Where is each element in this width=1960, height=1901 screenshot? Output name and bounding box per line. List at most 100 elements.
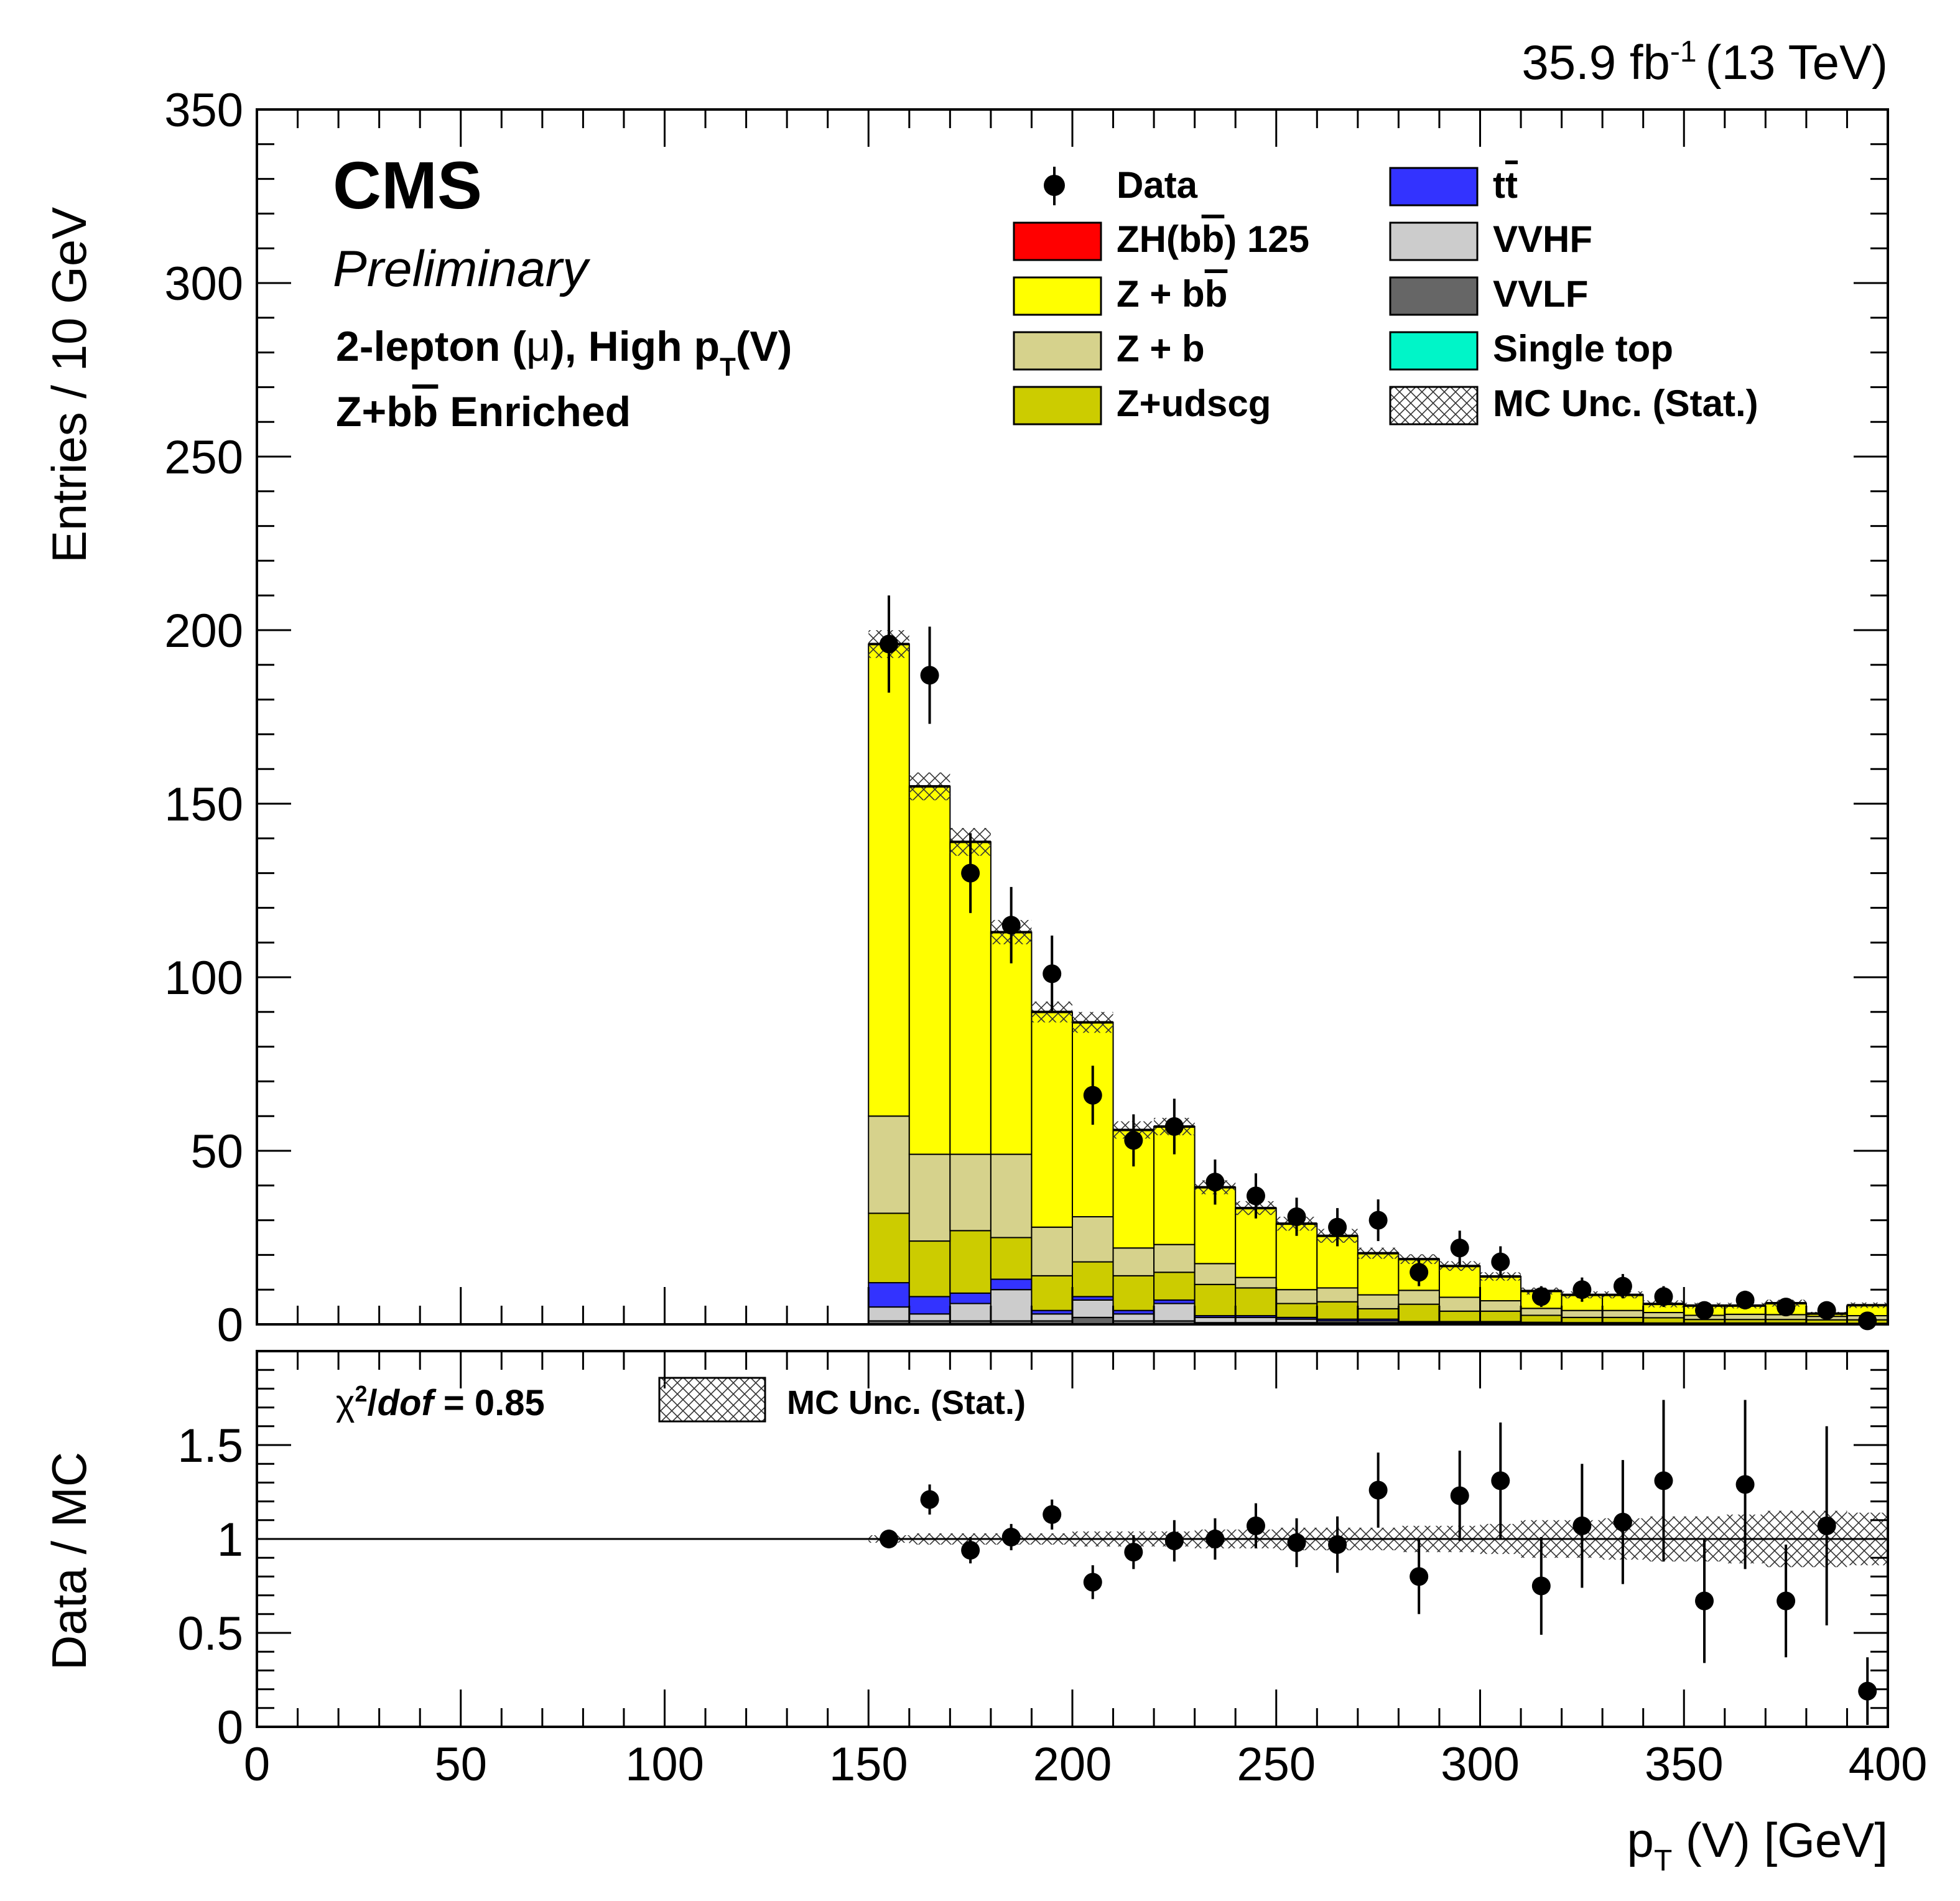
stack-bar-vvhf-4 (1031, 1313, 1073, 1322)
svg-text:Z + b: Z + b (1117, 328, 1205, 370)
legend-item-zudscg: Z+udscg (1013, 383, 1271, 425)
category-label: 2-lepton (μ), High pT(V) (336, 323, 792, 381)
svg-text:tt: tt (1493, 164, 1518, 206)
stack-bar-vvhf-1 (908, 1313, 951, 1322)
data-point-3 (1001, 916, 1021, 935)
stack-bar-tt--1 (908, 1296, 951, 1315)
x-tick-label-0: 0 (244, 1738, 270, 1791)
legend-item-ttbar: tt (1389, 164, 1518, 207)
stack-bar-z-b-3 (990, 1153, 1033, 1239)
stack-bar-z-udscg-19 (1642, 1317, 1685, 1324)
data-point-21 (1735, 1290, 1755, 1309)
stack-bar-z-b-11 (1316, 1287, 1359, 1303)
ratio-point-14 (1450, 1486, 1469, 1505)
ratio-y-tick-label-0: 0 (217, 1701, 243, 1754)
main-y-tick-label-5: 250 (164, 431, 243, 484)
ratio-point-17 (1572, 1516, 1592, 1535)
stack-bar-z-b-12 (1357, 1294, 1400, 1309)
stack-bar-vvhf-3 (990, 1289, 1033, 1322)
stack-bar-tt--2 (949, 1292, 992, 1304)
main-y-tick-label-2: 100 (164, 952, 243, 1005)
luminosity-label: 35.9 fb-1 (13 TeV) (1521, 35, 1888, 90)
ratio-point-21 (1735, 1475, 1755, 1494)
x-tick-labels: 0 50 100 150 200 250 300 350 400 (244, 1738, 1928, 1791)
ratio-point-10 (1287, 1533, 1306, 1553)
legend: Data ZH(bb) 125 Z + bb Z + b Z+udscg tt (1013, 164, 1758, 425)
preliminary-label: Preliminary (333, 241, 591, 297)
stack-bar-z-b-21 (1724, 1313, 1767, 1321)
stack-bar-z-udscg-5 (1072, 1261, 1114, 1298)
ratio-point-24 (1858, 1681, 1877, 1701)
stack-bar-vvhf-9 (1235, 1316, 1277, 1324)
main-y-tick-label-3: 150 (164, 778, 243, 831)
data-point-1 (920, 666, 939, 685)
stack-bar-z-b-1 (908, 1153, 951, 1242)
x-axis-title: pT (V) [GeV] (1627, 1813, 1888, 1877)
ratio-point-22 (1777, 1591, 1796, 1611)
stack-bar-z-b-16 (1520, 1308, 1563, 1316)
main-y-tick-label-1: 50 (190, 1125, 243, 1178)
ratio-point-0 (880, 1530, 899, 1548)
stack-bar-z-udscg-13 (1398, 1303, 1440, 1322)
ratio-point-4 (1043, 1505, 1062, 1524)
svg-text:Data: Data (1117, 164, 1198, 206)
data-point-22 (1777, 1298, 1796, 1317)
ratio-point-11 (1328, 1535, 1347, 1555)
stack-bar-z-udscg-8 (1194, 1283, 1237, 1317)
stack-bar-z-udscg-3 (990, 1237, 1033, 1280)
stack-bar-tt--0 (868, 1282, 910, 1308)
stack-bar-vvhf-5 (1072, 1299, 1114, 1318)
x-tick-label-4: 200 (1033, 1738, 1112, 1791)
stack-bar-vvhf-0 (868, 1306, 910, 1322)
stack-bar-z-udscg-16 (1520, 1314, 1563, 1323)
legend-item-zb: Z + b (1013, 328, 1205, 371)
x-tick-label-5: 250 (1237, 1738, 1316, 1791)
main-y-axis-title: Entries / 10 GeV (42, 207, 96, 563)
svg-text:MC Unc. (Stat.): MC Unc. (Stat.) (1493, 383, 1758, 424)
stack-bar-z-udscg-6 (1112, 1275, 1155, 1311)
ratio-y-axis-title: Data / MC (42, 1452, 96, 1670)
stack-bar-vvhf-6 (1112, 1313, 1155, 1322)
main-y-tick-label-4: 200 (164, 605, 243, 658)
stack-bar-z-bb--12 (1357, 1252, 1400, 1296)
ratio-point-23 (1817, 1516, 1836, 1535)
stack-bar-z-b-10 (1275, 1289, 1318, 1304)
legend-item-zh125: ZH(bb) 125 (1013, 218, 1309, 261)
data-point-19 (1654, 1287, 1673, 1306)
stack-bar-z-b-13 (1398, 1290, 1440, 1305)
ratio-point-5 (1083, 1573, 1102, 1592)
stack-bar-z-udscg-7 (1153, 1271, 1196, 1301)
x-tick-label-3: 150 (829, 1738, 908, 1791)
svg-text:ZH(bb) 125: ZH(bb) 125 (1117, 218, 1309, 260)
ratio-points (880, 1400, 1877, 1725)
stack-bar-z-udscg-14 (1438, 1310, 1481, 1322)
data-point-20 (1695, 1301, 1714, 1320)
data-point-15 (1491, 1252, 1510, 1271)
ratio-y-ticks: 0 0.5 1 1.5 (177, 1369, 1888, 1754)
stack-bar-z-b-6 (1112, 1247, 1155, 1276)
stack-bar-z-udscg-1 (908, 1240, 951, 1298)
data-point-0 (880, 634, 899, 654)
main-x-ticks (256, 109, 1889, 1324)
stack-bar-z-udscg-0 (868, 1212, 910, 1284)
data-point-23 (1817, 1301, 1836, 1320)
ratio-y-tick-label-1: 0.5 (177, 1607, 243, 1660)
ratio-point-1 (920, 1490, 939, 1509)
stack-bar-z-bb--9 (1235, 1207, 1277, 1278)
data-point-2 (961, 863, 980, 883)
stack-bar-z-bb--1 (908, 786, 951, 1155)
stack-bar-tt--3 (990, 1278, 1033, 1291)
main-y-tick-label-0: 0 (217, 1299, 243, 1352)
stack-bar-z-b-4 (1031, 1226, 1073, 1276)
ratio-point-15 (1491, 1471, 1510, 1490)
stack-bar-z-b-14 (1438, 1296, 1481, 1312)
stack-bar-z-udscg-11 (1316, 1301, 1359, 1320)
x-tick-label-2: 100 (625, 1738, 704, 1791)
ratio-x-ticks (256, 1351, 1889, 1727)
stack-bar-z-b-15 (1479, 1300, 1522, 1312)
ratio-plot-panel: 0 0.5 1 1.5 0 50 100 150 200 250 300 350 400 Data /… (42, 1350, 1928, 1791)
main-y-tick-label-6: 300 (164, 258, 243, 310)
svg-text:VVLF: VVLF (1493, 273, 1588, 315)
stack-bar-vvhf-8 (1194, 1316, 1237, 1324)
